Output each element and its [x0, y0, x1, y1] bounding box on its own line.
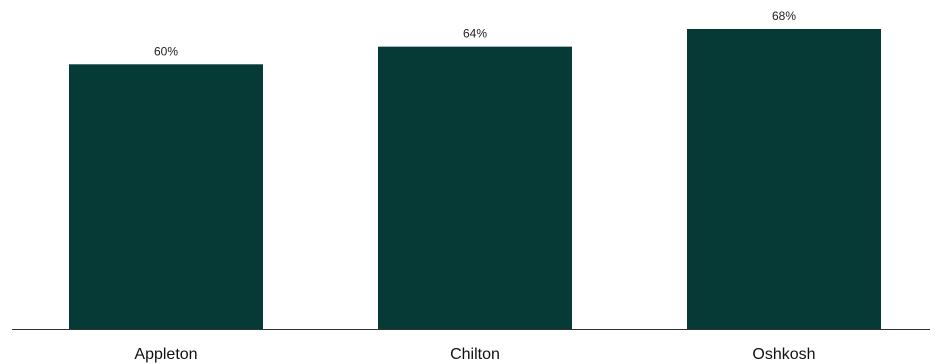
- bar-chilton: [378, 46, 572, 329]
- x-tick-label-chilton: Chilton: [450, 346, 500, 363]
- x-tick-label-appleton: Appleton: [134, 346, 197, 363]
- bars-group: [69, 29, 881, 329]
- data-label-appleton: 60%: [154, 44, 178, 58]
- x-tick-label-oshkosh: Oshkosh: [752, 346, 815, 363]
- data-label-chilton: 64%: [463, 27, 487, 41]
- data-label-oshkosh: 68%: [772, 9, 796, 23]
- x-tick-labels-group: Appleton Chilton Oshkosh: [134, 346, 815, 363]
- data-labels-group: 60% 64% 68%: [154, 9, 796, 58]
- bar-appleton: [69, 64, 263, 329]
- bar-oshkosh: [687, 29, 881, 329]
